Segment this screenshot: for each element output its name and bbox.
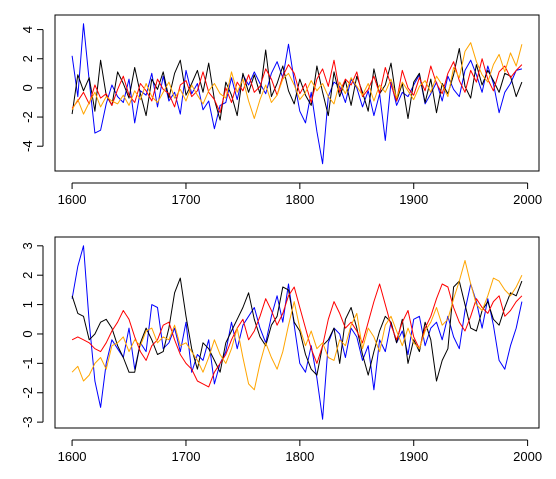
series-line-red: [71, 58, 523, 114]
x-tick-label: 1700: [172, 192, 201, 207]
y-tick-label: 1: [20, 301, 35, 308]
series-line-orange: [71, 260, 523, 391]
plot-frame: [54, 236, 540, 429]
x-tick-label: 1700: [172, 449, 201, 464]
series-line-black: [71, 277, 523, 382]
series-line-blue: [71, 245, 523, 420]
top-panel: 1600 1700 1800 1900 2000 -4 -2 0 2 4: [20, 14, 542, 207]
x-tick-label: 1800: [285, 449, 314, 464]
bottom-panel: 1600 1700 1800 1900 2000 -3 -2 -1 0 1 2 3: [20, 236, 542, 464]
y-tick-label: -2: [20, 111, 35, 123]
y-tick-label: 2: [20, 272, 35, 279]
y-tick-label: -2: [20, 387, 35, 399]
y-tick-label: 0: [20, 330, 35, 337]
y-tick-label: -3: [20, 416, 35, 428]
x-tick-label: 1900: [399, 192, 428, 207]
x-tick-label: 2000: [513, 192, 542, 207]
plot-frame: [54, 14, 540, 172]
x-tick-label: 1800: [285, 192, 314, 207]
series-line-red: [71, 283, 523, 388]
x-tick-label: 1600: [58, 192, 87, 207]
y-tick-label: -4: [20, 140, 35, 152]
y-tick-label: 3: [20, 242, 35, 249]
y-tick-label: -1: [20, 358, 35, 370]
series-line-orange: [71, 42, 523, 119]
x-tick-label: 1900: [399, 449, 428, 464]
x-tick-label: 1600: [58, 449, 87, 464]
y-tick-label: 0: [20, 84, 35, 91]
y-tick-label: 4: [20, 26, 35, 33]
y-tick-label: 2: [20, 55, 35, 62]
x-tick-label: 2000: [513, 449, 542, 464]
